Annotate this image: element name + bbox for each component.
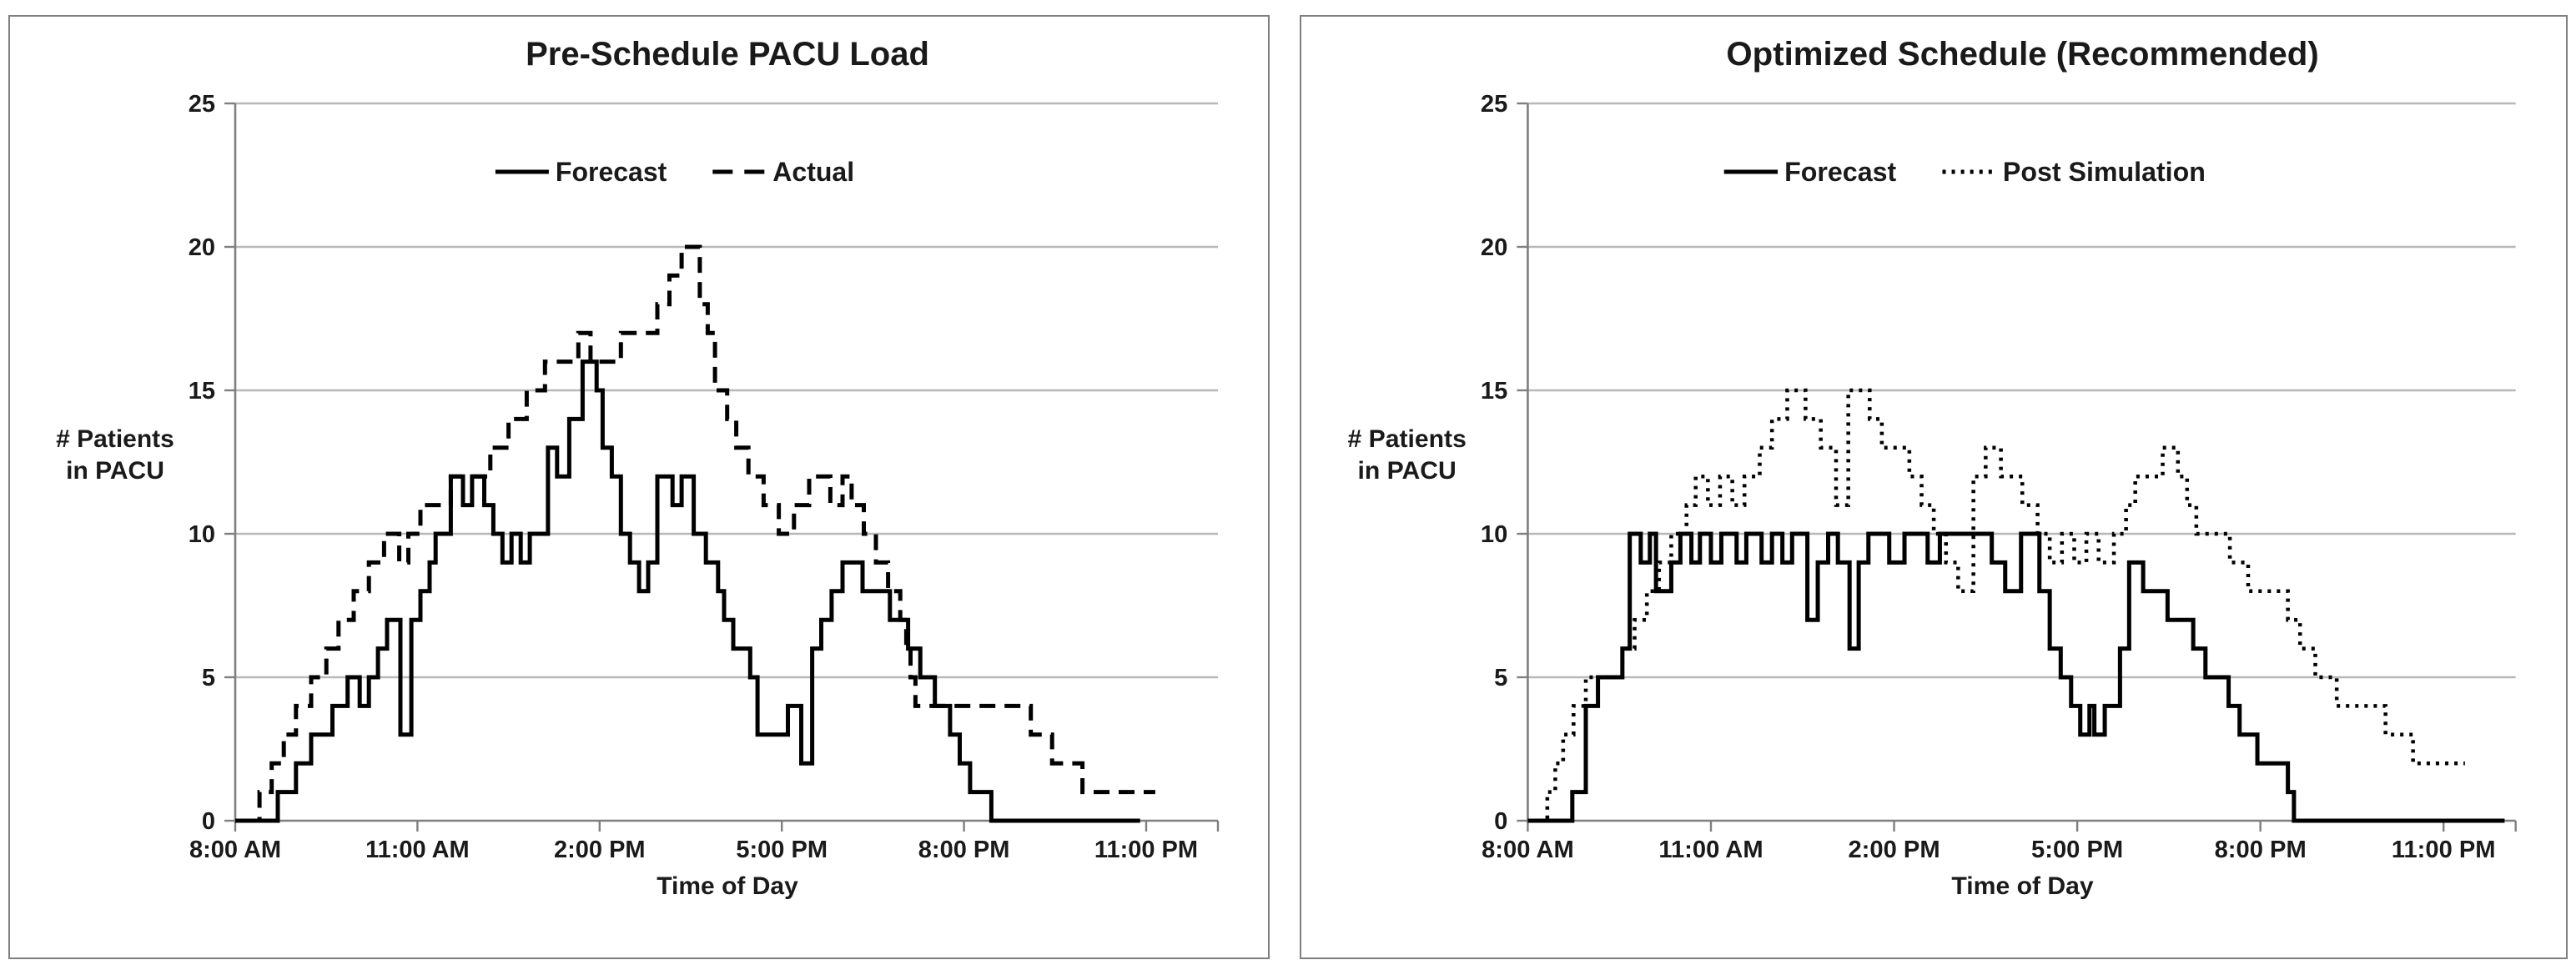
x-tick-label: 5:00 PM <box>736 837 828 863</box>
y-tick-label: 20 <box>189 234 215 261</box>
pre-schedule-chart-panel: 0 5 10 15 20 25 8:00 AM 11:00 AM 2:00 PM 5:00 PM 8… <box>8 15 1270 959</box>
y-axis-label: # Patients <box>56 425 174 453</box>
y-tick-label: 10 <box>189 521 215 548</box>
post-simulation-line <box>1540 388 2465 823</box>
optimized-schedule-chart-panel: 0 5 10 15 20 25 8:00 AM 11:00 AM 2:00 PM 5:00 PM 8… <box>1300 15 2568 959</box>
x-axis-label: Time of Day <box>657 872 798 900</box>
forecast-line <box>1527 531 2505 823</box>
chart-title: Optimized Schedule (Recommended) <box>1726 36 2318 73</box>
legend-label: Actual <box>772 157 854 187</box>
legend-label: Post Simulation <box>2003 157 2206 187</box>
x-tick-label: 11:00 PM <box>1094 837 1198 863</box>
y-tick-label: 20 <box>1481 234 1507 261</box>
x-tick-label: 2:00 PM <box>554 837 646 863</box>
y-tick-label: 10 <box>1481 521 1507 548</box>
y-tick-label: 5 <box>1494 665 1507 691</box>
x-tick-label: 5:00 PM <box>2031 837 2123 863</box>
optimized-schedule-chart: 0 5 10 15 20 25 8:00 AM 11:00 AM 2:00 PM 5:00 PM 8… <box>1347 36 2517 900</box>
y-tick-label: 15 <box>189 378 215 405</box>
y-tick-label: 0 <box>202 808 215 835</box>
y-tick-label: 5 <box>202 665 215 691</box>
actual-line <box>247 244 1155 823</box>
x-tick-label: 8:00 PM <box>2215 837 2307 863</box>
x-tick-label: 11:00 PM <box>2392 837 2496 863</box>
y-tick-label: 25 <box>189 91 215 118</box>
forecast-line <box>235 359 1140 823</box>
y-tick-label: 15 <box>1481 378 1507 405</box>
x-tick-label: 8:00 AM <box>189 837 281 863</box>
x-tick-label: 11:00 AM <box>365 837 470 863</box>
chart-title: Pre-Schedule PACU Load <box>526 36 929 73</box>
x-tick-label: 8:00 AM <box>1482 837 1574 863</box>
x-tick-label: 11:00 AM <box>1658 837 1763 863</box>
y-tick-label: 0 <box>1494 808 1507 835</box>
x-tick-label: 2:00 PM <box>1848 837 1940 863</box>
y-tick-label: 25 <box>1481 91 1507 118</box>
y-axis-label: in PACU <box>1357 457 1456 485</box>
legend-label: Forecast <box>1784 157 1896 187</box>
x-tick-label: 8:00 PM <box>918 837 1010 863</box>
legend-label: Forecast <box>556 157 667 187</box>
y-axis-label: in PACU <box>66 457 164 485</box>
pre-schedule-pacu-load-chart: 0 5 10 15 20 25 8:00 AM 11:00 AM 2:00 PM 5:00 PM 8… <box>56 36 1220 900</box>
y-axis-label: # Patients <box>1347 425 1466 453</box>
x-axis-label: Time of Day <box>1951 872 2094 900</box>
